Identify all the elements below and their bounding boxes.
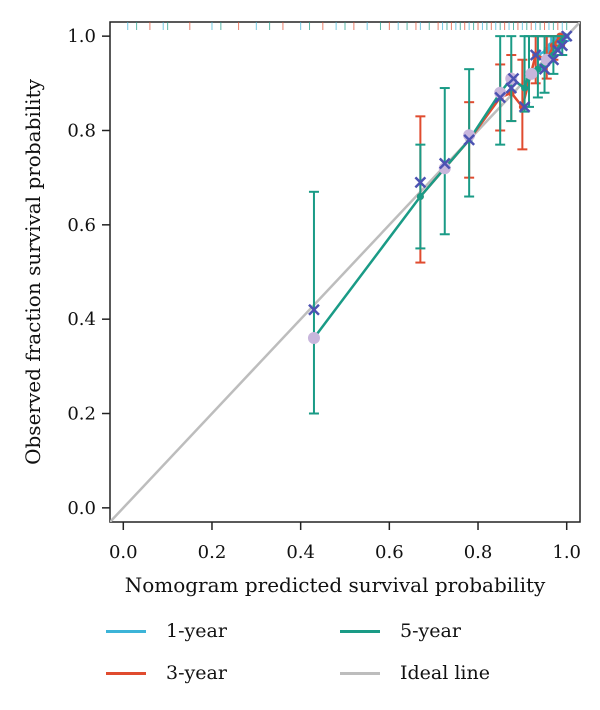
series-point-5-year xyxy=(521,84,529,92)
observed-x-marker xyxy=(505,82,518,94)
legend-label-ideal-line: Ideal line xyxy=(400,662,490,684)
legend-item-3-year: 3-year xyxy=(106,662,227,684)
ideal-line xyxy=(110,22,580,522)
y-axis-label: Observed fraction survival probability xyxy=(21,78,45,464)
y-tick-label: 0.6 xyxy=(67,215,96,236)
observed-x-stroke xyxy=(438,157,451,170)
observed-x-stroke xyxy=(463,134,476,146)
x-tick-label: 0.4 xyxy=(286,542,315,563)
observed-x-marker xyxy=(494,91,507,104)
y-tick-label: 1.0 xyxy=(67,26,96,47)
observed-x-stroke xyxy=(518,101,531,113)
predicted-point xyxy=(525,67,538,80)
observed-x-marker xyxy=(463,134,476,146)
x-tick-label: 0.8 xyxy=(464,542,493,563)
observed-x-stroke xyxy=(308,303,320,316)
y-tick-label: 0.8 xyxy=(67,120,96,141)
x-tick-label: 1.0 xyxy=(552,542,581,563)
legend-item-5-year: 5-year xyxy=(340,620,461,642)
legend-swatch-1-year xyxy=(106,629,146,633)
legend: 1-year 5-year 3-year Ideal line xyxy=(100,618,580,698)
legend-swatch-5-year xyxy=(340,629,380,633)
y-tick-label: 0.2 xyxy=(67,404,96,425)
observed-x-marker xyxy=(308,303,320,316)
observed-x-marker xyxy=(547,53,560,66)
observed-x-stroke xyxy=(494,91,507,104)
legend-label-3-year: 3-year xyxy=(166,662,227,684)
legend-item-1-year: 1-year xyxy=(106,620,227,642)
observed-x-stroke xyxy=(538,63,551,76)
predicted-point xyxy=(307,332,320,345)
legend-label-1-year: 1-year xyxy=(166,620,227,642)
observed-x-stroke xyxy=(547,53,560,66)
x-tick-label: 0.0 xyxy=(109,542,138,563)
observed-x-marker xyxy=(560,30,573,43)
legend-item-ideal-line: Ideal line xyxy=(340,662,490,684)
observed-x-stroke xyxy=(556,39,569,52)
observed-x-marker xyxy=(538,63,551,76)
observed-x-marker xyxy=(529,49,542,61)
y-tick-label: 0.4 xyxy=(67,309,96,330)
observed-x-marker xyxy=(414,176,427,189)
observed-x-marker xyxy=(556,39,569,52)
observed-x-stroke xyxy=(560,30,573,43)
observed-x-marker xyxy=(518,101,531,113)
x-tick-label: 0.2 xyxy=(198,542,227,563)
x-axis-label: Nomogram predicted survival probability xyxy=(125,573,546,597)
observed-x-stroke xyxy=(505,82,518,94)
x-tick-label: 0.6 xyxy=(375,542,404,563)
y-tick-label: 0.0 xyxy=(67,498,96,519)
series-point-5-year xyxy=(416,193,424,201)
legend-label-5-year: 5-year xyxy=(400,620,461,642)
data-layer xyxy=(110,22,580,522)
observed-x-stroke xyxy=(414,176,427,189)
legend-swatch-3-year xyxy=(106,671,146,675)
observed-x-stroke xyxy=(529,49,542,61)
plot-svg: 0.0 0.2 0.4 0.6 0.8 1.0 0.0 0.2 0.4 0.6 0.8 1.0 Nomo… xyxy=(21,21,581,597)
legend-swatch-ideal-line xyxy=(340,671,380,675)
predicted-point xyxy=(505,72,518,85)
observed-x-marker xyxy=(507,72,520,85)
observed-x-stroke xyxy=(507,72,520,85)
observed-x-marker xyxy=(438,157,451,170)
